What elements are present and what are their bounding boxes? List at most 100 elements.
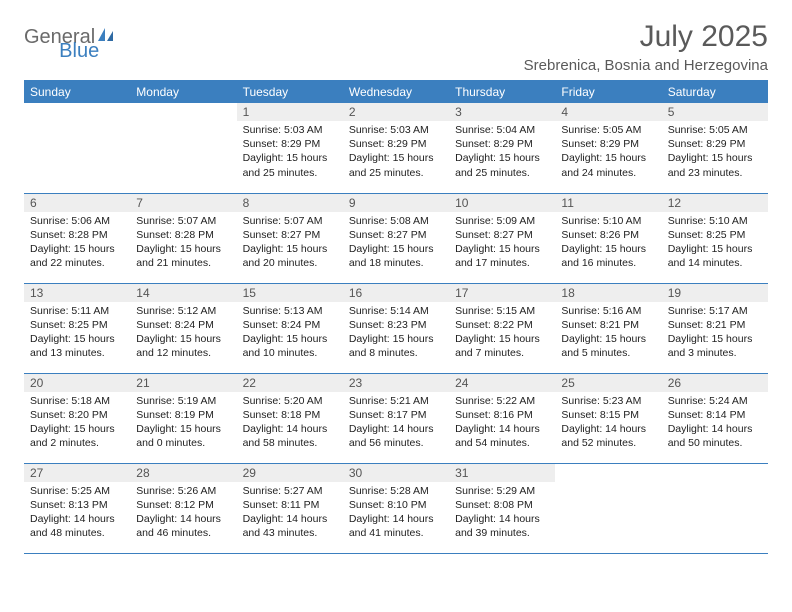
- logo-sails-icon: [97, 26, 119, 49]
- day-number: 24: [449, 374, 555, 392]
- calendar-day-cell: 24Sunrise: 5:22 AMSunset: 8:16 PMDayligh…: [449, 373, 555, 463]
- calendar-day-cell: 30Sunrise: 5:28 AMSunset: 8:10 PMDayligh…: [343, 463, 449, 553]
- calendar-day-cell: 18Sunrise: 5:16 AMSunset: 8:21 PMDayligh…: [555, 283, 661, 373]
- weekday-header: Thursday: [449, 81, 555, 104]
- calendar-day-cell: 2Sunrise: 5:03 AMSunset: 8:29 PMDaylight…: [343, 103, 449, 193]
- calendar-week-row: 20Sunrise: 5:18 AMSunset: 8:20 PMDayligh…: [24, 373, 768, 463]
- day-details: Sunrise: 5:03 AMSunset: 8:29 PMDaylight:…: [343, 121, 449, 184]
- day-details: Sunrise: 5:20 AMSunset: 8:18 PMDaylight:…: [237, 392, 343, 455]
- day-details: Sunrise: 5:06 AMSunset: 8:28 PMDaylight:…: [24, 212, 130, 275]
- calendar-day-cell: 11Sunrise: 5:10 AMSunset: 8:26 PMDayligh…: [555, 193, 661, 283]
- day-number: 4: [555, 103, 661, 121]
- calendar-day-cell: 1Sunrise: 5:03 AMSunset: 8:29 PMDaylight…: [237, 103, 343, 193]
- day-number: 15: [237, 284, 343, 302]
- calendar-day-cell: 31Sunrise: 5:29 AMSunset: 8:08 PMDayligh…: [449, 463, 555, 553]
- day-number: 17: [449, 284, 555, 302]
- day-number: 2: [343, 103, 449, 121]
- calendar-day-cell: 13Sunrise: 5:11 AMSunset: 8:25 PMDayligh…: [24, 283, 130, 373]
- day-number: 27: [24, 464, 130, 482]
- day-number: 8: [237, 194, 343, 212]
- title-block: July 2025 Srebrenica, Bosnia and Herzego…: [524, 20, 768, 74]
- weekday-header: Monday: [130, 81, 236, 104]
- day-number: 9: [343, 194, 449, 212]
- day-details: Sunrise: 5:25 AMSunset: 8:13 PMDaylight:…: [24, 482, 130, 545]
- calendar-day-cell: 6Sunrise: 5:06 AMSunset: 8:28 PMDaylight…: [24, 193, 130, 283]
- day-number: 20: [24, 374, 130, 392]
- weekday-header: Tuesday: [237, 81, 343, 104]
- day-number: 13: [24, 284, 130, 302]
- day-details: Sunrise: 5:12 AMSunset: 8:24 PMDaylight:…: [130, 302, 236, 365]
- day-number: 21: [130, 374, 236, 392]
- day-number: 23: [343, 374, 449, 392]
- day-details: Sunrise: 5:23 AMSunset: 8:15 PMDaylight:…: [555, 392, 661, 455]
- day-details: Sunrise: 5:17 AMSunset: 8:21 PMDaylight:…: [662, 302, 768, 365]
- day-details: Sunrise: 5:08 AMSunset: 8:27 PMDaylight:…: [343, 212, 449, 275]
- day-number: 25: [555, 374, 661, 392]
- day-details: Sunrise: 5:24 AMSunset: 8:14 PMDaylight:…: [662, 392, 768, 455]
- day-details: Sunrise: 5:28 AMSunset: 8:10 PMDaylight:…: [343, 482, 449, 545]
- calendar-day-cell: 12Sunrise: 5:10 AMSunset: 8:25 PMDayligh…: [662, 193, 768, 283]
- calendar-day-cell: [555, 463, 661, 553]
- day-details: Sunrise: 5:13 AMSunset: 8:24 PMDaylight:…: [237, 302, 343, 365]
- calendar-day-cell: 27Sunrise: 5:25 AMSunset: 8:13 PMDayligh…: [24, 463, 130, 553]
- day-details: Sunrise: 5:11 AMSunset: 8:25 PMDaylight:…: [24, 302, 130, 365]
- calendar-day-cell: 7Sunrise: 5:07 AMSunset: 8:28 PMDaylight…: [130, 193, 236, 283]
- calendar-day-cell: 21Sunrise: 5:19 AMSunset: 8:19 PMDayligh…: [130, 373, 236, 463]
- day-details: Sunrise: 5:07 AMSunset: 8:28 PMDaylight:…: [130, 212, 236, 275]
- location-text: Srebrenica, Bosnia and Herzegovina: [524, 57, 768, 74]
- day-details: Sunrise: 5:03 AMSunset: 8:29 PMDaylight:…: [237, 121, 343, 184]
- day-number: 18: [555, 284, 661, 302]
- calendar-day-cell: [130, 103, 236, 193]
- day-number: 7: [130, 194, 236, 212]
- day-number: 6: [24, 194, 130, 212]
- day-number: 28: [130, 464, 236, 482]
- page: General Blue July 2025 Srebrenica, Bosni…: [0, 0, 792, 554]
- day-details: Sunrise: 5:04 AMSunset: 8:29 PMDaylight:…: [449, 121, 555, 184]
- day-number: 12: [662, 194, 768, 212]
- day-details: Sunrise: 5:10 AMSunset: 8:26 PMDaylight:…: [555, 212, 661, 275]
- day-number: 14: [130, 284, 236, 302]
- calendar-day-cell: 22Sunrise: 5:20 AMSunset: 8:18 PMDayligh…: [237, 373, 343, 463]
- day-number: 31: [449, 464, 555, 482]
- weekday-header: Wednesday: [343, 81, 449, 104]
- calendar-day-cell: 15Sunrise: 5:13 AMSunset: 8:24 PMDayligh…: [237, 283, 343, 373]
- weekday-header-row: SundayMondayTuesdayWednesdayThursdayFrid…: [24, 81, 768, 104]
- weekday-header: Sunday: [24, 81, 130, 104]
- calendar-day-cell: 28Sunrise: 5:26 AMSunset: 8:12 PMDayligh…: [130, 463, 236, 553]
- calendar-day-cell: 10Sunrise: 5:09 AMSunset: 8:27 PMDayligh…: [449, 193, 555, 283]
- day-number: 19: [662, 284, 768, 302]
- day-number: 10: [449, 194, 555, 212]
- calendar-day-cell: 26Sunrise: 5:24 AMSunset: 8:14 PMDayligh…: [662, 373, 768, 463]
- day-number: 26: [662, 374, 768, 392]
- calendar-day-cell: 17Sunrise: 5:15 AMSunset: 8:22 PMDayligh…: [449, 283, 555, 373]
- day-details: Sunrise: 5:29 AMSunset: 8:08 PMDaylight:…: [449, 482, 555, 545]
- day-details: Sunrise: 5:07 AMSunset: 8:27 PMDaylight:…: [237, 212, 343, 275]
- calendar-day-cell: 9Sunrise: 5:08 AMSunset: 8:27 PMDaylight…: [343, 193, 449, 283]
- calendar-body: 1Sunrise: 5:03 AMSunset: 8:29 PMDaylight…: [24, 103, 768, 553]
- day-details: Sunrise: 5:05 AMSunset: 8:29 PMDaylight:…: [555, 121, 661, 184]
- day-number: 29: [237, 464, 343, 482]
- calendar-day-cell: 5Sunrise: 5:05 AMSunset: 8:29 PMDaylight…: [662, 103, 768, 193]
- calendar-day-cell: 25Sunrise: 5:23 AMSunset: 8:15 PMDayligh…: [555, 373, 661, 463]
- day-details: Sunrise: 5:14 AMSunset: 8:23 PMDaylight:…: [343, 302, 449, 365]
- logo-text-blue: Blue: [59, 40, 99, 62]
- day-details: Sunrise: 5:10 AMSunset: 8:25 PMDaylight:…: [662, 212, 768, 275]
- day-number: 16: [343, 284, 449, 302]
- logo: General Blue: [24, 20, 161, 49]
- day-number: 5: [662, 103, 768, 121]
- calendar-day-cell: 14Sunrise: 5:12 AMSunset: 8:24 PMDayligh…: [130, 283, 236, 373]
- day-details: Sunrise: 5:09 AMSunset: 8:27 PMDaylight:…: [449, 212, 555, 275]
- weekday-header: Saturday: [662, 81, 768, 104]
- calendar-day-cell: 23Sunrise: 5:21 AMSunset: 8:17 PMDayligh…: [343, 373, 449, 463]
- calendar-day-cell: 8Sunrise: 5:07 AMSunset: 8:27 PMDaylight…: [237, 193, 343, 283]
- calendar-week-row: 1Sunrise: 5:03 AMSunset: 8:29 PMDaylight…: [24, 103, 768, 193]
- calendar-day-cell: 3Sunrise: 5:04 AMSunset: 8:29 PMDaylight…: [449, 103, 555, 193]
- calendar-day-cell: 29Sunrise: 5:27 AMSunset: 8:11 PMDayligh…: [237, 463, 343, 553]
- calendar-day-cell: 19Sunrise: 5:17 AMSunset: 8:21 PMDayligh…: [662, 283, 768, 373]
- calendar-day-cell: 16Sunrise: 5:14 AMSunset: 8:23 PMDayligh…: [343, 283, 449, 373]
- weekday-header: Friday: [555, 81, 661, 104]
- calendar-day-cell: [662, 463, 768, 553]
- day-number: 30: [343, 464, 449, 482]
- day-details: Sunrise: 5:21 AMSunset: 8:17 PMDaylight:…: [343, 392, 449, 455]
- day-details: Sunrise: 5:19 AMSunset: 8:19 PMDaylight:…: [130, 392, 236, 455]
